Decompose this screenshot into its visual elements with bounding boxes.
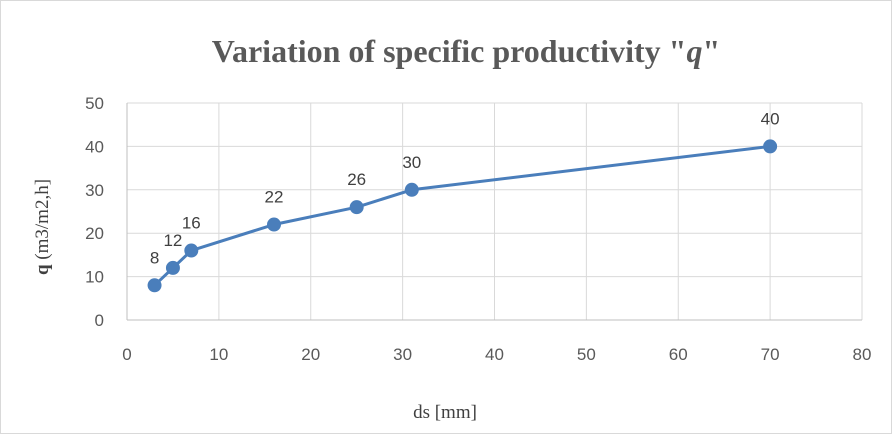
x-tick-label: 10 bbox=[209, 345, 228, 364]
data-point bbox=[184, 243, 199, 258]
x-tick-label: 0 bbox=[122, 345, 131, 364]
data-point bbox=[763, 139, 778, 154]
y-axis-label-unit: (m3/m2,h] bbox=[32, 179, 53, 265]
x-tick-label: 70 bbox=[761, 345, 780, 364]
y-axis-label: q (m3/m2,h] bbox=[32, 179, 53, 275]
x-tick-label: 40 bbox=[485, 345, 504, 364]
y-axis-label-variable: q bbox=[32, 264, 53, 275]
y-tick-label: 10 bbox=[85, 268, 104, 287]
x-tick-label: 30 bbox=[393, 345, 412, 364]
chart-title-end: " bbox=[702, 33, 720, 69]
axis-layer bbox=[126, 103, 862, 321]
data-label: 8 bbox=[150, 248, 159, 267]
x-tick-label: 80 bbox=[853, 345, 872, 364]
x-tick-label: 60 bbox=[669, 345, 688, 364]
y-tick-label: 50 bbox=[85, 94, 104, 113]
data-point bbox=[404, 182, 419, 197]
series-layer bbox=[147, 139, 778, 293]
data-point bbox=[147, 278, 162, 293]
data-label: 16 bbox=[182, 214, 201, 233]
data-point bbox=[165, 260, 180, 275]
data-label: 30 bbox=[402, 153, 421, 172]
x-tick-labels: 0 10 20 30 40 50 60 70 80 bbox=[122, 345, 871, 364]
x-axis-label: ds [mm] bbox=[413, 402, 477, 423]
y-tick-label: 0 bbox=[95, 311, 104, 330]
y-tick-label: 30 bbox=[85, 181, 104, 200]
data-point bbox=[267, 217, 281, 232]
chart-title-variable: q bbox=[686, 33, 702, 69]
data-label: 12 bbox=[163, 231, 182, 250]
data-label: 22 bbox=[265, 188, 284, 207]
data-label: 40 bbox=[761, 109, 780, 128]
y-tick-label: 20 bbox=[85, 224, 104, 243]
data-label: 26 bbox=[347, 170, 366, 189]
grid-layer bbox=[127, 102, 863, 320]
data-point bbox=[349, 200, 364, 215]
chart-title-main: Variation of specific productivity " bbox=[212, 33, 687, 69]
y-tick-labels: 0 10 20 30 40 50 bbox=[85, 94, 104, 330]
y-tick-label: 40 bbox=[85, 137, 104, 156]
x-tick-label: 50 bbox=[577, 345, 596, 364]
x-tick-label: 20 bbox=[301, 345, 320, 364]
chart-title: Variation of specific productivity "q" bbox=[212, 33, 720, 69]
